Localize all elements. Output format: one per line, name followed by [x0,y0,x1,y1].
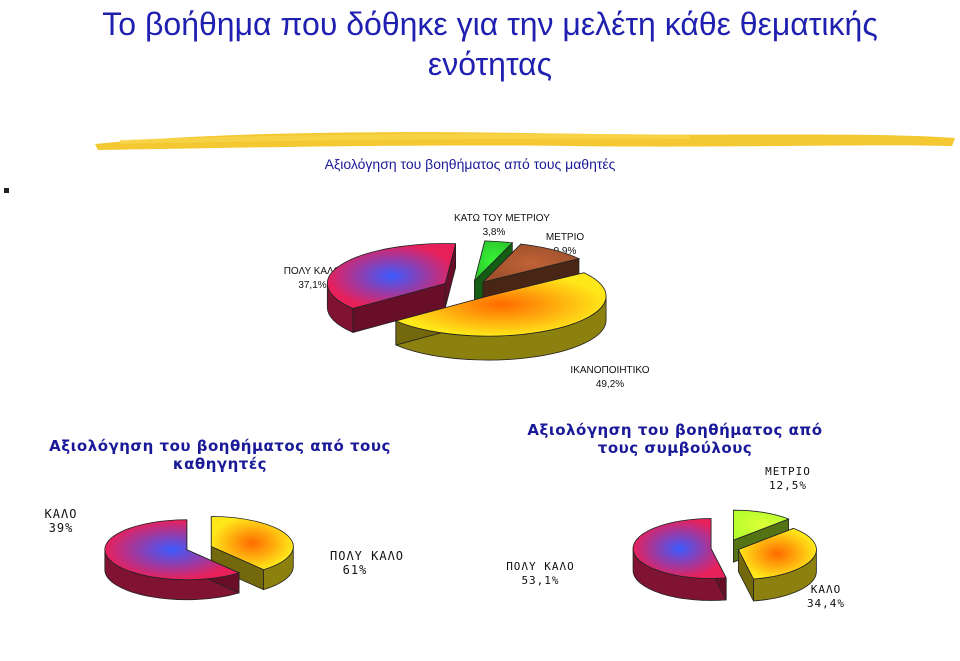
chart-title-students: Αξιολόγηση του βοηθήματος από τους μαθητ… [324,156,616,172]
chart-title-teachers: Αξιολόγηση του βοηθήματος από τους καθηγ… [49,437,391,473]
pie3-slice-2 [632,518,727,579]
pie2-slice-1 [104,519,241,581]
pie3-slice-0 [733,509,790,541]
slice-label-average: ΜΕΤΡΙΟ 12,5% [765,465,811,492]
chart-title-advisors: Αξιολόγηση του βοηθήματος από τους συμβο… [527,421,823,457]
slice-label-very-good: ΠΟΛΥ ΚΑΛΟ 53,1% [506,560,575,587]
pie2-slice-0 [210,516,294,571]
slice-label-good: ΚΑΛΟ 39% [44,507,78,535]
slice-label-below-average: ΚΑΤΩ ΤΟΥ ΜΕΤΡΙΟΥ 3,8% [454,213,550,238]
bullet-marker [4,188,9,193]
slice-label-good: ΚΑΛΟ 34,4% [806,583,846,610]
slice-label-very-good: ΠΟΛΥ ΚΑΛΟ 37,1% [283,266,342,291]
pie1-slice-1 [481,243,581,283]
pie1-slice-2 [394,272,607,337]
pie3-slice-1 [737,527,817,580]
page-title: Το βοήθημα που δόθηκε για την μελέτη κάθ… [102,6,878,82]
slice-label-satisfactory: ΙΚΑΝΟΠΟΙΗΤΙΚΟ 49,2% [570,365,650,390]
pie1-slice-0 [473,240,514,283]
slice-label-average: ΜΕΤΡΙΟ 9,9% [545,232,585,257]
brush-stroke-divider [95,132,955,150]
pie1-slice-3 [326,243,457,309]
